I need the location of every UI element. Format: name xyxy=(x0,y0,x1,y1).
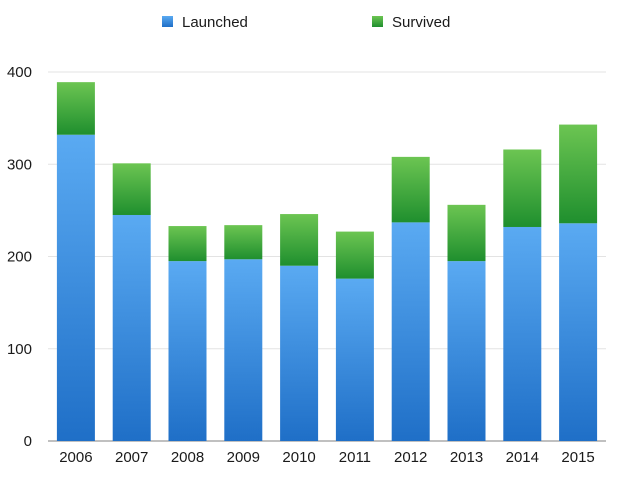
bar-launched-2010 xyxy=(280,265,319,441)
x-tick-label: 2015 xyxy=(561,449,594,466)
bar-survived-2013 xyxy=(447,204,486,262)
legend-swatch-launched xyxy=(162,16,173,27)
bar-launched-2011 xyxy=(335,278,374,441)
legend-swatch-survived xyxy=(372,16,383,27)
x-tick-label: 2010 xyxy=(282,449,315,466)
y-tick-label: 400 xyxy=(7,64,32,81)
y-tick-label: 300 xyxy=(7,156,32,173)
x-tick-label: 2011 xyxy=(339,449,371,466)
y-axis: 0 100 200 300 400 xyxy=(7,64,32,450)
bar-launched-2015 xyxy=(559,223,598,441)
y-tick-label: 100 xyxy=(7,341,32,358)
bar-survived-2012 xyxy=(391,156,430,223)
bar-launched-2013 xyxy=(447,261,486,441)
x-tick-label: 2008 xyxy=(171,449,204,466)
bar-survived-2014 xyxy=(503,149,542,227)
legend-label-survived: Survived xyxy=(392,14,450,31)
legend-label-launched: Launched xyxy=(182,14,248,31)
bar-survived-2011 xyxy=(335,231,374,279)
bar-launched-2006 xyxy=(56,134,95,442)
x-axis: 2006 2007 2008 2009 2010 2011 2012 2013 2014 2015 xyxy=(59,449,595,466)
x-tick-label: 2014 xyxy=(506,449,539,466)
bars-group xyxy=(56,82,598,442)
y-tick-label: 200 xyxy=(7,249,32,266)
x-tick-label: 2007 xyxy=(115,449,148,466)
x-tick-label: 2013 xyxy=(450,449,483,466)
bar-survived-2008 xyxy=(168,226,207,262)
bar-launched-2007 xyxy=(112,214,151,441)
x-tick-label: 2009 xyxy=(227,449,260,466)
bar-survived-2007 xyxy=(112,163,151,215)
x-tick-label: 2006 xyxy=(59,449,92,466)
bar-launched-2014 xyxy=(503,226,542,441)
bar-launched-2012 xyxy=(391,222,430,441)
bar-launched-2009 xyxy=(224,259,263,441)
legend: Launched Survived xyxy=(162,14,450,31)
bar-survived-2009 xyxy=(224,225,263,260)
bar-launched-2008 xyxy=(168,261,207,441)
bar-survived-2006 xyxy=(56,82,95,135)
x-tick-label: 2012 xyxy=(394,449,427,466)
bar-survived-2010 xyxy=(280,214,319,266)
y-tick-label: 0 xyxy=(24,433,32,450)
bar-survived-2015 xyxy=(559,124,598,224)
